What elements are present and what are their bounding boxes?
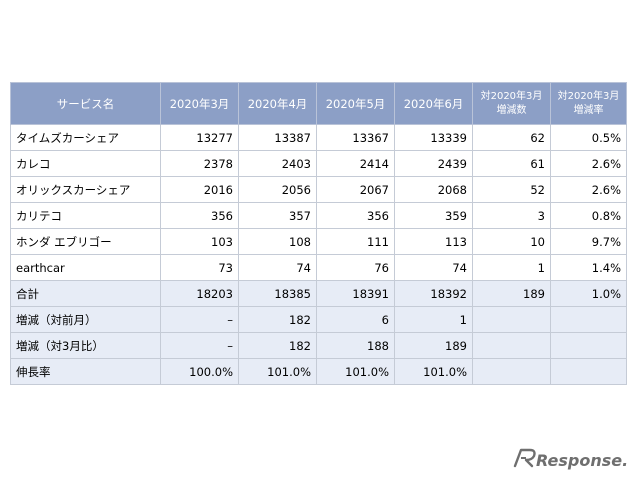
cell-change-rate: [550, 358, 627, 385]
cell-members-2020-05: 188: [316, 332, 395, 359]
cell-members-2020-06: 1: [394, 306, 473, 333]
cell-change-count: 189: [472, 280, 551, 307]
cell-change-count: 3: [472, 202, 551, 229]
table-row: 増減（対前月） –182 6 1: [10, 306, 627, 333]
cell-members-2020-05: 101.0%: [316, 358, 395, 385]
cell-members-2020-06: 359: [394, 202, 473, 229]
cell-change-rate: 2.6%: [550, 150, 627, 177]
cell-change-rate: [550, 332, 627, 359]
cell-members-2020-06: 2439: [394, 150, 473, 177]
cell-service-name: カリテコ: [10, 202, 161, 229]
cell-members-2020-05: 13367: [316, 124, 395, 151]
table-row: 伸長率 100.0% 101.0% 101.0% 101.0%: [10, 358, 627, 385]
cell-change-rate: 1.4%: [550, 254, 627, 281]
header-change-rate: 対2020年3月 増減率: [550, 82, 627, 125]
table-row: 増減（対3月比） –182 188 189: [10, 332, 627, 359]
table-row: オリックスカーシェア 2016 2056 2067 2068 52 2.6%: [10, 176, 627, 203]
cell-members-2020-04: 13387: [238, 124, 317, 151]
cell-change-rate: 1.0%: [550, 280, 627, 307]
cell-service-name: カレコ: [10, 150, 161, 177]
cell-change-count: 62: [472, 124, 551, 151]
cell-service-name: タイムズカーシェア: [10, 124, 161, 151]
cell-members-2020-03: 73: [160, 254, 239, 281]
table-row: カリテコ 356 357 356 359 3 0.8%: [10, 202, 627, 229]
cell-members-2020-03: 103: [160, 228, 239, 255]
cell-members-2020-05: 356: [316, 202, 395, 229]
cell-service-name: 伸長率: [10, 358, 161, 385]
cell-members-2020-03: 2378: [160, 150, 239, 177]
cell-change-rate: [550, 306, 627, 333]
table-row: earthcar 73 74 76 74 1 1.4%: [10, 254, 627, 281]
cell-members-2020-03: 2016: [160, 176, 239, 203]
table-row: タイムズカーシェア 13277 13387 13367 13339 62 0.5%: [10, 124, 627, 151]
table-row: ホンダ エブリゴー 103 108 111 113 10 9.7%: [10, 228, 627, 255]
cell-service-name: ホンダ エブリゴー: [10, 228, 161, 255]
response-logo-mark-icon: [513, 448, 536, 468]
cell-members-2020-03: 356: [160, 202, 239, 229]
cell-members-2020-04: 182: [238, 332, 317, 359]
cell-members-2020-06: 101.0%: [394, 358, 473, 385]
table-header-row: サービス名 2020年3月 2020年4月 2020年5月 2020年6月 対2…: [10, 82, 627, 125]
response-logo: Response.: [513, 448, 628, 470]
cell-members-2020-03: –: [160, 306, 239, 333]
cell-members-2020-05: 6: [316, 306, 395, 333]
cell-members-2020-03: –: [160, 332, 239, 359]
cell-members-2020-05: 18391: [316, 280, 395, 307]
header-2020-03: 2020年3月: [160, 82, 239, 125]
header-change-rate-line1: 対2020年3月: [557, 90, 620, 102]
cell-members-2020-04: 74: [238, 254, 317, 281]
cell-members-2020-03: 100.0%: [160, 358, 239, 385]
cell-change-count: [472, 306, 551, 333]
cell-members-2020-06: 18392: [394, 280, 473, 307]
cell-change-count: 61: [472, 150, 551, 177]
table-container: サービス名 2020年3月 2020年4月 2020年5月 2020年6月 対2…: [10, 82, 627, 385]
cell-members-2020-04: 108: [238, 228, 317, 255]
header-change-count-line2: 増減数: [496, 104, 527, 116]
cell-change-rate: 0.8%: [550, 202, 627, 229]
cell-change-rate: 0.5%: [550, 124, 627, 151]
header-2020-06: 2020年6月: [394, 82, 473, 125]
cell-change-rate: 2.6%: [550, 176, 627, 203]
cell-members-2020-04: 101.0%: [238, 358, 317, 385]
header-2020-05: 2020年5月: [316, 82, 395, 125]
cell-members-2020-05: 111: [316, 228, 395, 255]
cell-members-2020-05: 2067: [316, 176, 395, 203]
response-logo-text: Response.: [536, 451, 628, 470]
cell-change-rate: 9.7%: [550, 228, 627, 255]
table-body: タイムズカーシェア 13277 13387 13367 13339 62 0.5% カレコ 23…: [10, 124, 627, 385]
cell-members-2020-05: 76: [316, 254, 395, 281]
header-change-count-line1: 対2020年3月: [480, 90, 543, 102]
carshare-members-table: サービス名 2020年3月 2020年4月 2020年5月 2020年6月 対2…: [10, 82, 627, 385]
cell-change-count: 10: [472, 228, 551, 255]
table-row: カレコ 2378 2403 2414 2439 61 2.6%: [10, 150, 627, 177]
cell-change-count: 1: [472, 254, 551, 281]
cell-change-count: [472, 332, 551, 359]
cell-members-2020-04: 2403: [238, 150, 317, 177]
cell-members-2020-04: 357: [238, 202, 317, 229]
header-change-rate-line2: 増減率: [573, 104, 604, 116]
cell-members-2020-06: 13339: [394, 124, 473, 151]
cell-service-name: earthcar: [10, 254, 161, 281]
header-2020-04: 2020年4月: [238, 82, 317, 125]
cell-change-count: [472, 358, 551, 385]
cell-members-2020-04: 182: [238, 306, 317, 333]
cell-members-2020-06: 189: [394, 332, 473, 359]
cell-members-2020-06: 113: [394, 228, 473, 255]
cell-members-2020-03: 18203: [160, 280, 239, 307]
cell-service-name: オリックスカーシェア: [10, 176, 161, 203]
cell-members-2020-04: 18385: [238, 280, 317, 307]
cell-change-count: 52: [472, 176, 551, 203]
table-row: 合計 18203 18385 18391 18392 189 1.0%: [10, 280, 627, 307]
header-change-count: 対2020年3月 増減数: [472, 82, 551, 125]
cell-members-2020-03: 13277: [160, 124, 239, 151]
cell-members-2020-06: 74: [394, 254, 473, 281]
cell-service-name: 合計: [10, 280, 161, 307]
cell-members-2020-04: 2056: [238, 176, 317, 203]
cell-members-2020-06: 2068: [394, 176, 473, 203]
cell-service-name: 増減（対前月）: [10, 306, 161, 333]
cell-members-2020-05: 2414: [316, 150, 395, 177]
header-service-name: サービス名: [10, 82, 161, 125]
cell-service-name: 増減（対3月比）: [10, 332, 161, 359]
